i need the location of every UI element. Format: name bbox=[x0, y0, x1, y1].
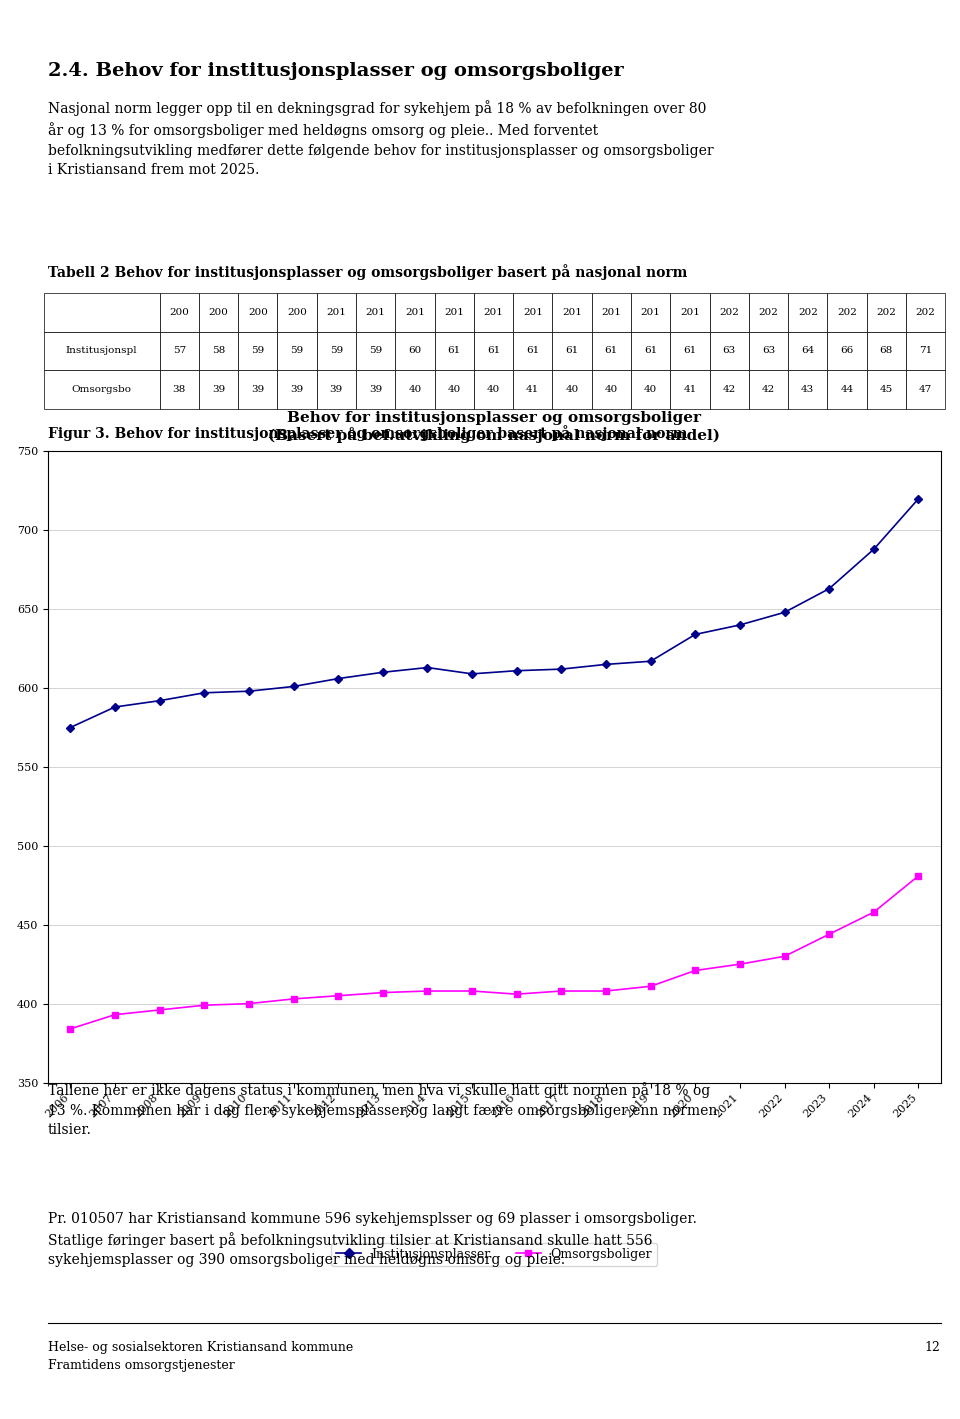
Text: Tabell 2 Behov for institusjonsplasser og omsorgsboliger basert på nasjonal norm: Tabell 2 Behov for institusjonsplasser o… bbox=[48, 264, 687, 280]
Text: Helse- og sosialsektoren Kristiansand kommune
Framtidens omsorgstjenester: Helse- og sosialsektoren Kristiansand ko… bbox=[48, 1341, 353, 1372]
Title: Behov for institusjonsplasser og omsorgsboliger
(Basert på bef.utvikling om nasj: Behov for institusjonsplasser og omsorgs… bbox=[269, 410, 720, 443]
Text: Figur 3. Behov for institusjonsplasser og omsorgsboliger basert på nasjonal norm: Figur 3. Behov for institusjonsplasser o… bbox=[48, 426, 687, 441]
Text: Tallene her er ikke dagens status i kommunen, men hva vi skulle hatt gitt normen: Tallene her er ikke dagens status i komm… bbox=[48, 1083, 717, 1138]
Text: 2.4. Behov for institusjonsplasser og omsorgsboliger: 2.4. Behov for institusjonsplasser og om… bbox=[48, 62, 624, 81]
Text: Nasjonal norm legger opp til en dekningsgrad for sykehjem på 18 % av befolkninge: Nasjonal norm legger opp til en deknings… bbox=[48, 99, 713, 177]
Text: Pr. 010507 har Kristiansand kommune 596 sykehjemsplsser og 69 plasser i omsorgsb: Pr. 010507 har Kristiansand kommune 596 … bbox=[48, 1212, 697, 1267]
Legend: Institusjonsplasser, Omsorgsboliger: Institusjonsplasser, Omsorgsboliger bbox=[331, 1243, 658, 1266]
Text: 12: 12 bbox=[924, 1341, 941, 1354]
